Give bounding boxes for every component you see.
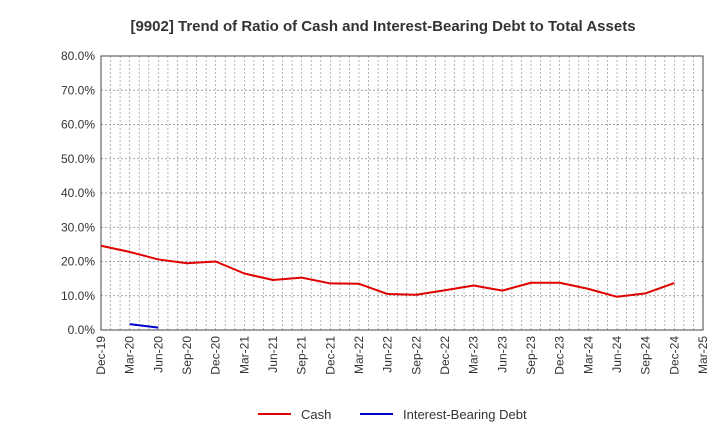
x-tick-label: Dec-21 bbox=[323, 336, 337, 375]
y-tick-label: 50.0% bbox=[61, 152, 95, 166]
series-line-interest-bearing-debt bbox=[129, 323, 159, 329]
x-tick-label: Mar-22 bbox=[352, 336, 366, 374]
y-tick-label: 20.0% bbox=[61, 255, 95, 269]
x-tick-label: Dec-24 bbox=[667, 336, 681, 375]
y-tick-label: 10.0% bbox=[61, 289, 95, 303]
x-tick-label: Dec-20 bbox=[209, 336, 223, 375]
x-tick-label: Dec-22 bbox=[438, 336, 452, 375]
x-tick-label: Sep-24 bbox=[639, 336, 653, 375]
x-tick-label: Mar-20 bbox=[123, 336, 137, 374]
x-tick-label: Jun-21 bbox=[266, 336, 280, 373]
y-tick-label: 80.0% bbox=[61, 49, 95, 63]
x-tick-label: Jun-22 bbox=[381, 336, 395, 373]
y-tick-label: 60.0% bbox=[61, 118, 95, 132]
axis-layer: 0.0% 10.0% 20.0% 30.0% 40.0% 50.0% 60.0% 70.0% 8… bbox=[61, 49, 710, 375]
x-tick-label: Mar-24 bbox=[581, 336, 595, 374]
legend-label: Cash bbox=[301, 407, 331, 422]
y-tick-label: 0.0% bbox=[68, 323, 96, 337]
x-tick-label: Dec-19 bbox=[94, 336, 108, 375]
series-layer bbox=[100, 244, 675, 329]
x-tick-label: Mar-23 bbox=[467, 336, 481, 374]
x-tick-label: Sep-21 bbox=[295, 336, 309, 375]
x-tick-label: Dec-23 bbox=[553, 336, 567, 375]
legend-label: Interest-Bearing Debt bbox=[403, 407, 527, 422]
x-tick-label: Sep-23 bbox=[524, 336, 538, 375]
y-tick-label: 40.0% bbox=[61, 186, 95, 200]
x-tick-label: Mar-25 bbox=[696, 336, 710, 374]
y-tick-label: 30.0% bbox=[61, 220, 95, 234]
grid-layer bbox=[101, 55, 703, 331]
plot-frame bbox=[100, 55, 704, 331]
y-tick-label: 70.0% bbox=[61, 83, 95, 97]
x-tick-label: Sep-22 bbox=[409, 336, 423, 375]
x-tick-label: Jun-20 bbox=[151, 336, 165, 373]
x-tick-label: Jun-23 bbox=[495, 336, 509, 373]
x-tick-label: Sep-20 bbox=[180, 336, 194, 375]
chart-title: [9902] Trend of Ratio of Cash and Intere… bbox=[130, 18, 635, 35]
x-tick-label: Mar-21 bbox=[237, 336, 251, 374]
legend: Cash Interest-Bearing Debt bbox=[258, 407, 527, 422]
x-tick-label: Jun-24 bbox=[610, 336, 624, 373]
series-line-cash bbox=[100, 244, 675, 298]
